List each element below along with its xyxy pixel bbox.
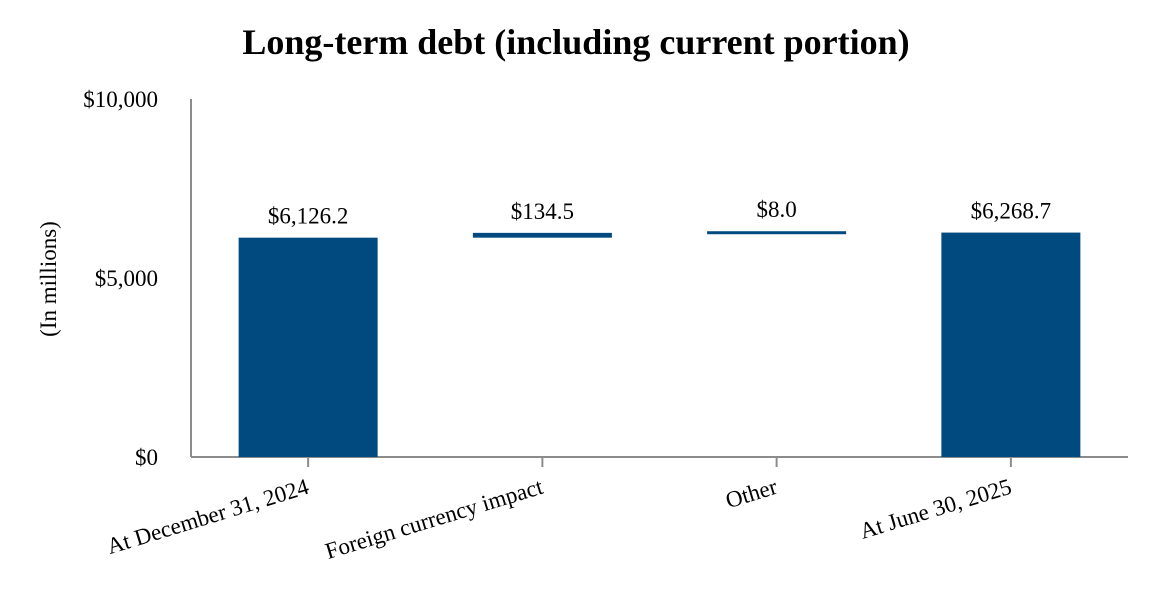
y-axis-title: (In millions) — [36, 221, 61, 337]
y-tick-label: $0 — [135, 445, 158, 470]
x-tick-label: Foreign currency impact — [322, 474, 546, 564]
x-tick-label: Other — [723, 474, 781, 513]
y-axis-title-group: (In millions) — [36, 221, 61, 337]
x-tick-label: At December 31, 2024 — [104, 474, 312, 559]
y-tick-label: $10,000 — [83, 87, 158, 112]
total-bar — [941, 232, 1081, 457]
data-label: $8.0 — [757, 197, 797, 222]
y-tick-label: $5,000 — [95, 266, 158, 291]
change-bar — [472, 232, 612, 238]
chart-title: Long-term debt (including current portio… — [242, 22, 910, 62]
data-label: $6,126.2 — [268, 204, 349, 229]
data-label: $6,268.7 — [971, 199, 1052, 224]
x-tick-label: At June 30, 2025 — [857, 474, 1015, 544]
plot-area: $0 $5,000 $10,000 $6,126.2 At December 31, 2… — [83, 87, 1128, 564]
total-bar — [238, 237, 378, 457]
change-bar — [707, 231, 847, 235]
data-label: $134.5 — [511, 199, 574, 224]
